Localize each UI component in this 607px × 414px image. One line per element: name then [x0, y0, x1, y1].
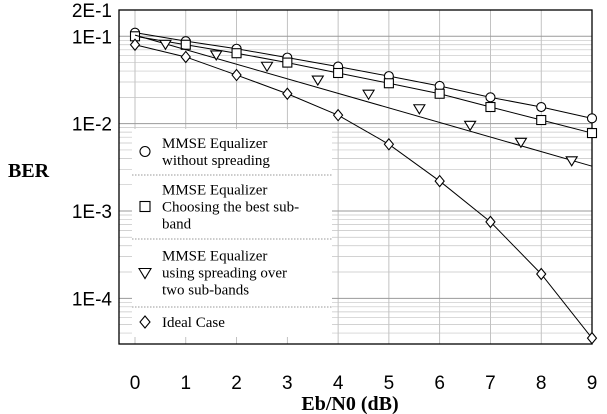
data-point — [180, 50, 191, 64]
legend-label: without spreading — [162, 153, 270, 169]
series-circle — [129, 27, 598, 124]
legend-label: MMSE Equalizer — [162, 136, 267, 152]
data-point — [231, 48, 242, 59]
legend-entry: Ideal Case — [132, 306, 332, 331]
data-point — [311, 75, 325, 87]
series-triangle-down — [134, 34, 593, 167]
legend-label: Choosing the best sub- — [162, 200, 299, 216]
x-tick-label: 6 — [434, 373, 445, 394]
data-point — [362, 89, 376, 101]
data-point — [333, 67, 344, 79]
legend-marker — [139, 145, 151, 158]
x-tick-label: 2 — [231, 373, 242, 394]
legend-marker — [139, 200, 151, 213]
y-tick-label: 1E-4 — [72, 289, 113, 310]
series-line — [134, 44, 593, 339]
x-tick-label: 7 — [485, 373, 496, 394]
tick-labels: 0 1 2 3 4 5 6 7 8 9 2E-1 1E-1 1E-2 1E-3 1E-4 — [72, 1, 597, 394]
x-axis-label: Eb/N0 (dB) — [301, 393, 398, 414]
data-point — [565, 156, 579, 167]
x-tick-label: 8 — [536, 373, 547, 394]
data-point — [536, 267, 547, 281]
data-point — [209, 50, 223, 61]
data-point — [434, 88, 445, 99]
series-diamond — [129, 38, 598, 345]
data-point — [180, 39, 191, 50]
x-tick-label: 3 — [282, 373, 293, 394]
data-point — [536, 101, 547, 113]
legend-background — [132, 129, 332, 337]
data-point — [586, 128, 598, 139]
data-point — [463, 120, 477, 132]
legend-label: MMSE Equalizer — [162, 183, 267, 199]
legend-marker — [139, 315, 151, 329]
data-point — [282, 57, 293, 68]
x-tick-label: 1 — [180, 373, 191, 394]
y-tick-label: 2E-1 — [72, 1, 112, 22]
data-point — [434, 174, 445, 188]
y-tick-label: 1E-2 — [72, 115, 112, 136]
data-point — [383, 137, 395, 151]
data-point — [586, 113, 598, 124]
series-line — [134, 34, 593, 167]
series-square — [129, 31, 598, 139]
x-tick-label: 0 — [130, 373, 141, 394]
legend-label: MMSE Equalizer — [162, 249, 267, 265]
x-tick-label: 9 — [587, 373, 598, 394]
series-line — [134, 32, 593, 119]
data-point — [536, 114, 547, 126]
series-layer — [129, 27, 598, 345]
data-point — [412, 104, 426, 115]
data-point — [383, 78, 394, 89]
data-point — [282, 87, 293, 101]
x-tick-label: 4 — [333, 373, 344, 394]
y-tick-label: 1E-3 — [72, 202, 112, 223]
data-point — [129, 38, 141, 52]
legend-label: band — [162, 217, 192, 233]
plot-frame — [118, 9, 593, 345]
legend-label: using spreading over — [162, 266, 287, 282]
y-axis-label: BER — [8, 160, 50, 182]
legend-label: Ideal Case — [162, 315, 225, 331]
data-point — [586, 331, 598, 345]
data-point — [231, 68, 242, 82]
series-line — [134, 35, 593, 134]
y-tick-label: 1E-1 — [72, 27, 112, 48]
data-point — [485, 92, 496, 103]
x-tick-label: 5 — [384, 373, 395, 394]
legend-label: two sub-bands — [162, 283, 249, 299]
data-point — [485, 101, 496, 113]
data-point — [485, 215, 496, 229]
data-point — [260, 61, 274, 73]
data-point — [158, 39, 172, 51]
legend-marker — [138, 267, 152, 280]
data-point — [332, 108, 344, 122]
data-point — [514, 137, 528, 149]
